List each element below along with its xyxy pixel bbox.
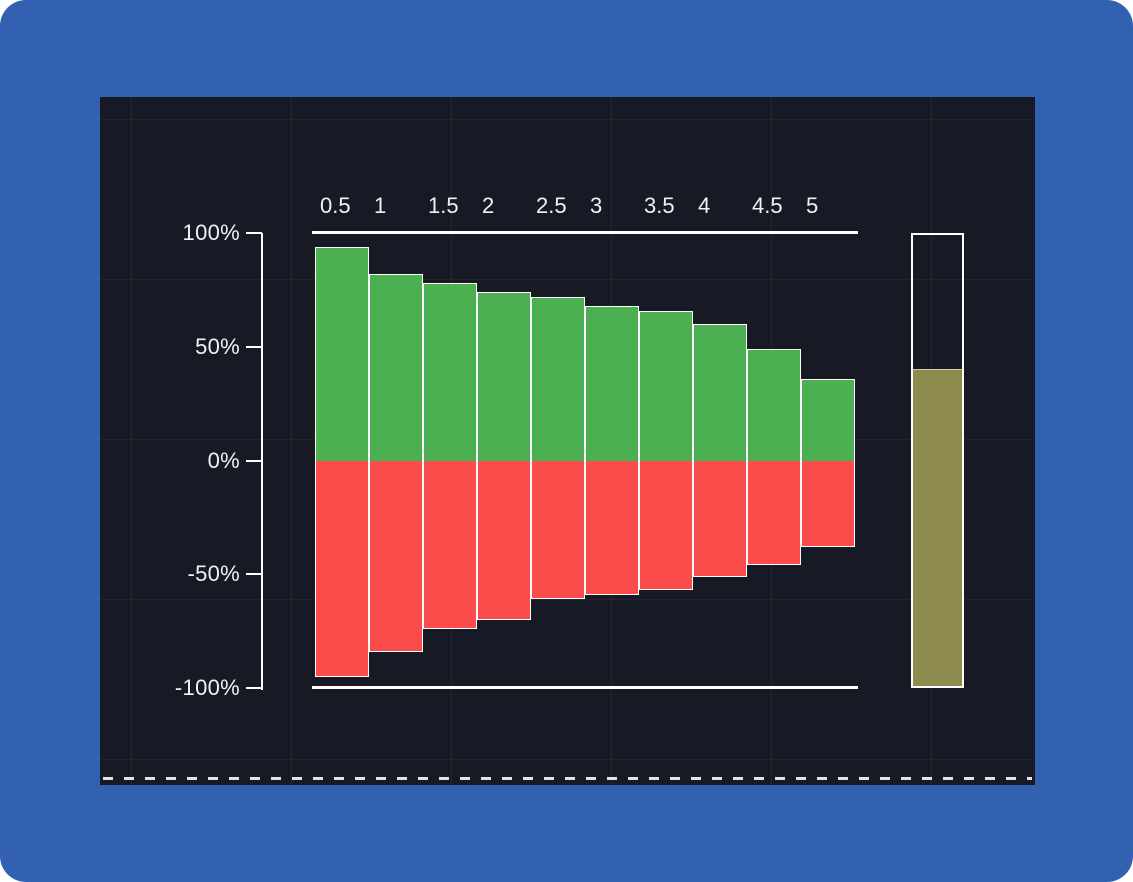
bar-column[interactable]	[477, 233, 531, 688]
y-axis-tick	[246, 687, 262, 689]
bar-negative-segment[interactable]	[801, 461, 855, 547]
bar-positive-segment[interactable]	[369, 274, 423, 461]
level-slider[interactable]	[911, 233, 964, 688]
chart-panel: 100% 50% 0% -50% -100% 0.5 1 1.5 2 2.5 3…	[100, 97, 1035, 785]
y-axis-label: 0%	[207, 448, 240, 473]
bar-positive-segment[interactable]	[477, 292, 531, 461]
bar-positive-segment[interactable]	[585, 306, 639, 461]
x-axis-label: 4.5	[752, 193, 783, 218]
x-axis-label: 5	[806, 193, 819, 218]
bar-positive-segment[interactable]	[639, 311, 693, 461]
bar-series	[315, 233, 855, 688]
bar-column[interactable]	[369, 233, 423, 688]
bar-negative-segment[interactable]	[531, 461, 585, 599]
y-axis-line	[261, 233, 263, 690]
bar-column[interactable]	[693, 233, 747, 688]
bar-positive-segment[interactable]	[531, 297, 585, 461]
x-axis-label: 2.5	[536, 193, 567, 218]
bottom-axis-line	[312, 686, 858, 689]
bar-positive-segment[interactable]	[693, 324, 747, 461]
y-axis-tick	[246, 346, 262, 348]
bar-positive-segment[interactable]	[747, 349, 801, 461]
bar-negative-segment[interactable]	[693, 461, 747, 577]
bar-column[interactable]	[531, 233, 585, 688]
x-axis-label: 2	[482, 193, 495, 218]
x-axis-label: 1	[374, 193, 387, 218]
bar-negative-segment[interactable]	[639, 461, 693, 590]
y-axis-label: -50%	[187, 561, 240, 586]
x-axis-label: 3	[590, 193, 603, 218]
top-axis-line	[312, 231, 858, 234]
y-axis-tick	[246, 232, 262, 234]
bar-column[interactable]	[801, 233, 855, 688]
bar-negative-segment[interactable]	[585, 461, 639, 595]
bar-column[interactable]	[585, 233, 639, 688]
bar-column[interactable]	[315, 233, 369, 688]
x-axis-label: 0.5	[320, 193, 351, 218]
y-axis-tick	[246, 573, 262, 575]
bar-column[interactable]	[747, 233, 801, 688]
x-axis-label: 3.5	[644, 193, 675, 218]
x-axis-label: 4	[698, 193, 711, 218]
bar-negative-segment[interactable]	[369, 461, 423, 652]
bar-positive-segment[interactable]	[423, 283, 477, 461]
bar-positive-segment[interactable]	[315, 247, 369, 461]
dashed-baseline	[103, 777, 1032, 780]
y-axis-tick	[246, 460, 262, 462]
y-axis-label: 50%	[195, 334, 240, 359]
bar-negative-segment[interactable]	[423, 461, 477, 629]
bar-column[interactable]	[423, 233, 477, 688]
bar-column[interactable]	[639, 233, 693, 688]
bar-negative-segment[interactable]	[747, 461, 801, 565]
x-axis-label: 1.5	[428, 193, 459, 218]
bar-positive-segment[interactable]	[801, 379, 855, 461]
y-axis-label: 100%	[182, 220, 240, 245]
bar-negative-segment[interactable]	[315, 461, 369, 677]
slider-fill[interactable]	[913, 369, 962, 686]
y-axis-label: -100%	[174, 675, 240, 700]
bar-negative-segment[interactable]	[477, 461, 531, 620]
